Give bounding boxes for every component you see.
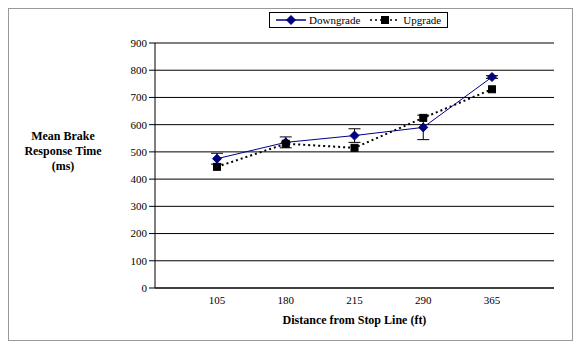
svg-text:290: 290 [415, 294, 432, 306]
svg-text:105: 105 [209, 294, 226, 306]
svg-text:200: 200 [131, 227, 148, 239]
svg-text:900: 900 [131, 37, 148, 49]
svg-text:400: 400 [131, 173, 148, 185]
html-text:Downgrade: Downgrade [309, 14, 361, 26]
svg-text:300: 300 [131, 200, 148, 212]
svg-text:215: 215 [346, 294, 363, 306]
svg-text:600: 600 [131, 119, 148, 131]
html-text:Mean Brake Response Time (ms): Mean Brake Response Time (ms) [24, 129, 102, 173]
svg-text:800: 800 [131, 64, 148, 76]
svg-text:180: 180 [278, 294, 295, 306]
svg-text:365: 365 [484, 294, 501, 306]
svg-text:0: 0 [142, 282, 148, 294]
svg-text:Distance from Stop Line (ft): Distance from Stop Line (ft) [283, 313, 427, 327]
svg-text:700: 700 [131, 91, 148, 103]
svg-text:100: 100 [131, 255, 148, 267]
html-text:Upgrade: Upgrade [403, 14, 442, 26]
svg-text:500: 500 [131, 146, 148, 158]
